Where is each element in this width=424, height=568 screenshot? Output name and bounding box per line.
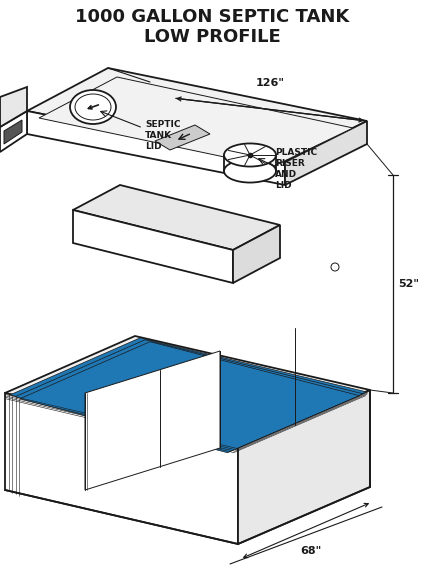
Ellipse shape (75, 94, 111, 120)
Polygon shape (0, 111, 27, 152)
Text: 1000 GALLON SEPTIC TANK: 1000 GALLON SEPTIC TANK (75, 8, 349, 26)
Ellipse shape (331, 263, 339, 271)
Ellipse shape (70, 90, 116, 124)
Text: 52": 52" (398, 279, 419, 289)
Text: 126": 126" (256, 78, 285, 88)
Polygon shape (4, 120, 22, 144)
Polygon shape (22, 345, 353, 445)
Polygon shape (155, 125, 210, 150)
Polygon shape (0, 87, 27, 127)
Polygon shape (39, 77, 353, 167)
Polygon shape (5, 336, 370, 447)
Polygon shape (238, 390, 370, 544)
Polygon shape (73, 210, 233, 283)
Polygon shape (73, 185, 280, 250)
Text: 68": 68" (300, 545, 322, 556)
Ellipse shape (224, 144, 276, 166)
Polygon shape (5, 393, 238, 544)
Polygon shape (285, 121, 367, 185)
Text: LOW PROFILE: LOW PROFILE (144, 28, 280, 46)
Polygon shape (20, 342, 360, 453)
Polygon shape (233, 225, 280, 283)
Polygon shape (15, 340, 363, 451)
Polygon shape (85, 351, 220, 490)
Text: SEPTIC
TANK
LID: SEPTIC TANK LID (145, 120, 181, 151)
Polygon shape (27, 111, 285, 185)
Ellipse shape (224, 160, 276, 182)
Text: PLASTIC
RISER
AND
LID: PLASTIC RISER AND LID (275, 148, 317, 190)
Polygon shape (10, 338, 366, 449)
Polygon shape (27, 68, 367, 162)
